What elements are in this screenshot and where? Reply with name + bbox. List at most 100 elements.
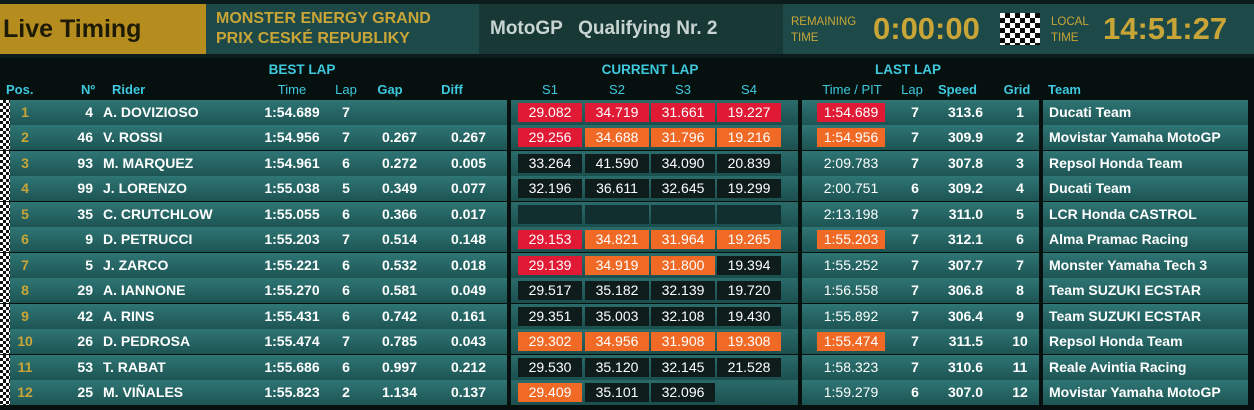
row-bg-team xyxy=(1043,329,1248,354)
team-name[interactable]: Monster Yamaha Tech 3 xyxy=(1049,256,1208,273)
team-name[interactable]: Movistar Yamaha MotoGP xyxy=(1049,129,1221,146)
col-gap[interactable]: Gap xyxy=(377,82,403,97)
team-name[interactable]: Team SUZUKI ECSTAR xyxy=(1049,307,1201,324)
best-lap-time: 1:54.961 xyxy=(264,154,320,171)
best-lap-number: 5 xyxy=(342,180,350,197)
checkered-flag-icon xyxy=(0,252,10,278)
col-speed[interactable]: Speed xyxy=(937,82,977,97)
table-row[interactable]: 5 35 C. CRUTCHLOW 1:55.055 6 0.366 0.017 2:13.1… xyxy=(0,201,1254,227)
diff: 0.267 xyxy=(450,129,486,146)
col-grid[interactable]: Grid xyxy=(1003,82,1031,97)
position: 7 xyxy=(21,256,29,273)
table-row[interactable]: 4 99 J. LORENZO 1:55.038 5 0.349 0.077 32.196 36… xyxy=(0,176,1254,202)
sector-1-time xyxy=(518,204,582,224)
row-bg-team xyxy=(1043,278,1248,304)
team-name[interactable]: Ducati Team xyxy=(1049,104,1132,120)
col-last-lap[interactable]: Lap xyxy=(901,82,923,97)
sector-2-time: 36.611 xyxy=(585,179,649,199)
rider-name[interactable]: J. ZARCO xyxy=(103,256,169,273)
position: 2 xyxy=(21,129,29,146)
gap: 0.272 xyxy=(381,154,417,171)
position: 10 xyxy=(17,333,33,349)
event-name: MONSTER ENERGY GRAND PRIX CESKÉ REPUBLIK… xyxy=(206,4,479,54)
col-rider[interactable]: Rider xyxy=(112,82,146,97)
rider-name[interactable]: J. LORENZO xyxy=(103,180,188,197)
col-best-lap[interactable]: Lap xyxy=(335,82,357,97)
rider-name[interactable]: T. RABAT xyxy=(103,358,166,375)
row-bg-best xyxy=(10,176,507,202)
table-row[interactable]: 11 53 T. RABAT 1:55.686 6 0.997 0.212 29.530 35.… xyxy=(0,354,1254,380)
table-row[interactable]: 8 29 A. IANNONE 1:55.270 6 0.581 0.049 29.517 35… xyxy=(0,278,1254,304)
col-num[interactable]: Nº xyxy=(81,82,96,97)
last-lap-time: 1:56.558 xyxy=(823,282,879,299)
table-row[interactable]: 7 5 J. ZARCO 1:55.221 6 0.532 0.018 29.139 34.91… xyxy=(0,252,1254,278)
col-s2[interactable]: S2 xyxy=(609,82,625,97)
best-lap-time: 1:55.686 xyxy=(264,358,320,375)
sector-4-time: 19.430 xyxy=(717,306,781,326)
table-row[interactable]: 3 93 M. MARQUEZ 1:54.961 6 0.272 0.005 33.264 41… xyxy=(0,150,1254,176)
rider-name[interactable]: C. CRUTCHLOW xyxy=(103,205,213,222)
row-bg-best xyxy=(10,252,507,278)
best-lap-number: 6 xyxy=(342,358,350,375)
col-s4[interactable]: S4 xyxy=(741,82,757,97)
best-lap-time: 1:55.270 xyxy=(264,282,320,299)
checkered-flag-icon xyxy=(1000,13,1040,45)
col-best-time[interactable]: Time xyxy=(277,82,307,97)
sector-2-time: 34.688 xyxy=(585,128,649,148)
table-row[interactable]: 2 46 V. ROSSI 1:54.956 7 0.267 0.267 29.256 34.6… xyxy=(0,125,1254,151)
grid-position: 11 xyxy=(1012,358,1028,375)
team-name[interactable]: Alma Pramac Racing xyxy=(1049,231,1189,248)
rider-name[interactable]: A. IANNONE xyxy=(103,282,186,299)
team-name[interactable]: LCR Honda CASTROL xyxy=(1049,205,1197,222)
sector-3-time: 31.908 xyxy=(651,332,715,351)
grid-position: 1 xyxy=(1016,104,1024,120)
team-name[interactable]: Repsol Honda Team xyxy=(1049,154,1183,171)
sector-2-time: 34.821 xyxy=(585,230,649,250)
team-name[interactable]: Reale Avintia Racing xyxy=(1049,358,1187,375)
table-row[interactable]: 9 42 A. RINS 1:55.431 6 0.742 0.161 29.351 35.00… xyxy=(0,303,1254,329)
table-row[interactable]: 12 25 M. VIÑALES 1:55.823 2 1.134 0.137 29.409 3… xyxy=(0,379,1254,405)
team-name[interactable]: Movistar Yamaha MotoGP xyxy=(1049,383,1221,400)
rider-name[interactable]: A. DOVIZIOSO xyxy=(103,104,199,120)
sector-2-time: 35.182 xyxy=(585,281,649,301)
row-bg-best xyxy=(10,379,507,405)
row-bg-team xyxy=(1043,100,1248,125)
col-team[interactable]: Team xyxy=(1048,82,1081,97)
rider-name[interactable]: A. RINS xyxy=(103,307,155,324)
col-s1[interactable]: S1 xyxy=(542,82,558,97)
team-name[interactable]: Team SUZUKI ECSTAR xyxy=(1049,282,1201,299)
rider-name[interactable]: D. PETRUCCI xyxy=(103,231,193,248)
row-bg-last xyxy=(802,201,1039,227)
col-time-pit[interactable]: Time / PIT xyxy=(822,82,882,97)
row-bg-best xyxy=(10,303,507,329)
best-lap-number: 6 xyxy=(342,154,350,171)
best-lap-time: 1:55.038 xyxy=(264,180,320,197)
best-lap-time: 1:55.474 xyxy=(264,333,320,349)
sector-4-time: 19.216 xyxy=(717,128,781,148)
rider-name[interactable]: V. ROSSI xyxy=(103,129,163,146)
col-pos[interactable]: Pos. xyxy=(6,82,34,97)
sector-4-time: 19.720 xyxy=(717,281,781,301)
sector-2-time: 41.590 xyxy=(585,153,649,173)
checkered-flag-icon xyxy=(0,303,10,329)
rider-name[interactable]: D. PEDROSA xyxy=(103,333,191,349)
team-name[interactable]: Ducati Team xyxy=(1049,180,1132,197)
table-row[interactable]: 1 4 A. DOVIZIOSO 1:54.689 7 29.082 34.719 31.66… xyxy=(0,100,1254,125)
rider-number: 46 xyxy=(77,129,93,146)
table-row[interactable]: 6 9 D. PETRUCCI 1:55.203 7 0.514 0.148 29.153 34… xyxy=(0,227,1254,253)
speed: 309.9 xyxy=(947,129,983,146)
team-name[interactable]: Repsol Honda Team xyxy=(1049,333,1183,349)
last-lap-number: 7 xyxy=(911,205,919,222)
col-s3[interactable]: S3 xyxy=(675,82,691,97)
grid-position: 12 xyxy=(1012,383,1028,400)
speed: 311.0 xyxy=(948,205,983,222)
table-row[interactable]: 10 26 D. PEDROSA 1:55.474 7 0.785 0.043 29.302 3… xyxy=(0,329,1254,354)
sector-2-time: 35.101 xyxy=(585,382,649,402)
col-diff[interactable]: Diff xyxy=(441,82,463,97)
rider-name[interactable]: M. MARQUEZ xyxy=(103,154,194,171)
sector-4-time: 19.227 xyxy=(717,103,781,122)
rider-name[interactable]: M. VIÑALES xyxy=(103,383,184,400)
sector-1-time: 29.153 xyxy=(518,230,582,250)
best-lap-time: 1:55.431 xyxy=(264,307,320,324)
grid-position: 5 xyxy=(1016,205,1024,222)
